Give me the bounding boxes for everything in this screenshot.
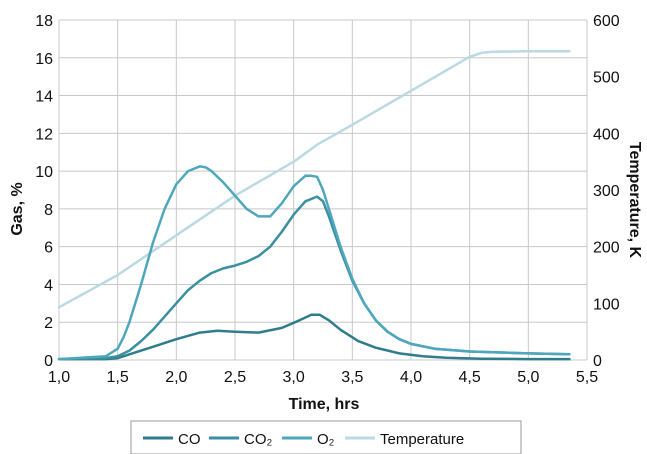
x-tick-label: 3,0 xyxy=(283,369,305,386)
y-tick-label: 14 xyxy=(35,89,53,106)
y-tick-label: 12 xyxy=(35,126,53,143)
x-tick-label: 2,5 xyxy=(224,369,246,386)
y-tick-label: 0 xyxy=(44,353,53,370)
legend-label-co: CO xyxy=(178,431,201,448)
y2-tick-label: 600 xyxy=(593,13,620,30)
legend-label-temperature: Temperature xyxy=(380,431,464,448)
y2-tick-label: 400 xyxy=(593,126,620,143)
series-line-temperature xyxy=(57,49,571,309)
series-line-co2 xyxy=(57,195,571,361)
y-tick-label: 8 xyxy=(44,202,53,219)
y-axis-title: Gas, % xyxy=(9,182,26,235)
x-tick-label: 3,5 xyxy=(341,369,363,386)
y-tick-label: 10 xyxy=(35,164,53,181)
x-axis-title: Time, hrs xyxy=(289,396,360,413)
x-tick-label: 4,0 xyxy=(400,369,422,386)
legend-label-co2: CO₂ xyxy=(244,431,273,448)
y2-tick-label: 300 xyxy=(593,183,620,200)
y2-tick-label: 0 xyxy=(593,353,602,370)
legend: CO CO₂ O₂ Temperature xyxy=(130,420,522,454)
y-tick-label: 6 xyxy=(44,240,53,257)
legend-box xyxy=(130,420,522,454)
x-tick-label: 5,5 xyxy=(576,369,598,386)
series-line-o2 xyxy=(57,165,571,361)
series-line-co xyxy=(57,313,571,361)
gridlines xyxy=(58,19,588,361)
y-tick-label: 4 xyxy=(44,277,53,294)
y2-axis-title: Temperature, K xyxy=(626,142,643,259)
x-tick-label: 5,0 xyxy=(517,369,539,386)
legend-label-o2: O₂ xyxy=(317,431,335,448)
y-tick-label: 18 xyxy=(35,13,53,30)
tick-labels: 1,0 1,5 2,0 2,5 3,0 3,5 4,0 4,5 5,0 5,50246810121… xyxy=(35,13,620,386)
x-tick-label: 1,0 xyxy=(48,369,70,386)
x-tick-label: 1,5 xyxy=(107,369,129,386)
y-tick-label: 2 xyxy=(44,315,53,332)
x-tick-label: 2,0 xyxy=(165,369,187,386)
y-tick-label: 16 xyxy=(35,51,53,68)
x-tick-label: 4,5 xyxy=(459,369,481,386)
plot-area xyxy=(57,49,571,361)
y2-tick-label: 200 xyxy=(593,240,620,257)
y2-tick-label: 500 xyxy=(593,70,620,87)
y2-tick-label: 100 xyxy=(593,296,620,313)
